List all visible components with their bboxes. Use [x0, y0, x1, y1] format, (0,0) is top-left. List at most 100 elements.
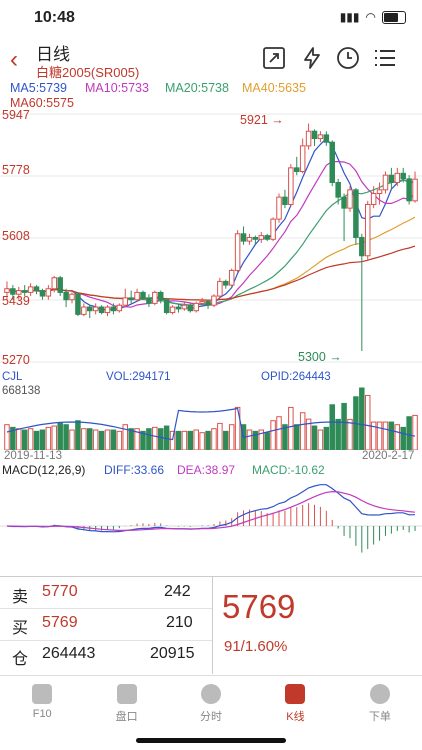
candle	[258, 235, 265, 240]
signal-icon: ▮▮▮	[339, 10, 360, 24]
candle	[187, 304, 194, 312]
buy-label: 买	[12, 620, 29, 637]
candle	[175, 306, 182, 310]
volume-bar	[193, 429, 199, 450]
price-axis-top: 5947	[2, 108, 30, 122]
buy-volume: 210	[166, 614, 193, 631]
candle	[294, 167, 300, 173]
volume-label: CJL	[2, 371, 23, 383]
candle	[110, 306, 117, 312]
document-icon	[32, 684, 53, 704]
candle	[169, 306, 176, 314]
candle	[193, 302, 199, 312]
volume-bar	[116, 430, 123, 450]
volume-bar	[223, 430, 229, 450]
tab-order[interactable]: 下单	[338, 676, 422, 736]
volume-bar	[134, 428, 140, 450]
volume-bar	[335, 418, 341, 450]
volume-bar	[75, 420, 81, 450]
buy-price[interactable]: 5769	[42, 614, 78, 631]
candle	[288, 167, 294, 205]
sell-price[interactable]: 5770	[42, 583, 78, 600]
candle	[240, 233, 247, 242]
candle	[128, 297, 134, 301]
volume-bar	[27, 428, 34, 450]
expand-icon[interactable]	[262, 46, 286, 70]
candle	[75, 293, 81, 315]
volume-bar	[157, 428, 164, 450]
candle	[27, 286, 34, 293]
last-price: 5769	[222, 588, 296, 625]
open-interest-value: OPID:264443	[261, 371, 331, 383]
candle	[335, 182, 341, 198]
menu-icon[interactable]	[373, 46, 397, 70]
volume-bar	[347, 418, 353, 450]
tab-f10[interactable]: F10	[0, 676, 84, 736]
volume-bar	[199, 432, 205, 450]
tab-timeshare[interactable]: 分时	[169, 676, 253, 736]
volume-max: 668138	[2, 385, 41, 397]
candle	[199, 301, 205, 304]
volume-bar	[317, 429, 324, 450]
price-axis-mid1: 5778	[2, 163, 30, 177]
volume-bar	[128, 428, 134, 450]
candle	[246, 236, 253, 242]
start-date: 2019-11-13	[4, 450, 62, 462]
ma60-line	[6, 245, 416, 301]
tab-bar: F10 盘口 分时 K线 下单	[0, 675, 422, 736]
candle	[81, 306, 87, 315]
price-axis-bottom: 5270	[2, 353, 30, 367]
candle	[370, 192, 377, 205]
candle	[92, 306, 99, 312]
tab-label: 下单	[368, 711, 391, 723]
price-axis-mid3: 5439	[2, 294, 30, 308]
tab-orderbook[interactable]: 盘口	[84, 676, 168, 736]
candle	[394, 172, 401, 184]
volume-bar	[169, 430, 176, 450]
orderbook-icon	[116, 684, 137, 704]
volume-bar	[370, 421, 377, 450]
macd-diff: DIFF:33.66	[104, 463, 165, 477]
candle	[252, 236, 259, 240]
volume-bar	[110, 429, 117, 450]
candle	[305, 130, 312, 147]
candle	[211, 295, 217, 306]
divider	[0, 640, 212, 641]
back-chevron-icon[interactable]: ‹	[10, 46, 18, 73]
volume-bar	[16, 428, 22, 450]
price-change: 91/1.60%	[224, 638, 288, 655]
dea-line	[6, 490, 416, 531]
candle	[406, 178, 412, 202]
candle	[364, 203, 371, 257]
volume-bar	[205, 430, 211, 450]
clock-icon[interactable]	[336, 46, 360, 70]
lightning-icon[interactable]	[300, 46, 324, 70]
volume-value: VOL:294171	[106, 371, 171, 383]
sell-label: 卖	[12, 589, 29, 606]
volume-bar	[92, 429, 99, 450]
macd-chart	[0, 484, 422, 553]
diff-line	[6, 484, 416, 533]
candle	[264, 235, 270, 240]
volume-bar	[63, 424, 69, 450]
volume-bar	[341, 402, 347, 450]
volume-bar	[252, 430, 259, 450]
candle	[412, 178, 418, 202]
low-annotation: 5300 →	[298, 350, 342, 364]
candle	[157, 291, 164, 301]
volume-bar	[288, 406, 294, 450]
battery-icon	[382, 10, 406, 24]
home-indicator	[136, 738, 286, 743]
candle	[234, 233, 241, 271]
candle	[217, 280, 223, 297]
volume-chart	[4, 387, 418, 450]
volume-bar	[323, 426, 330, 450]
tab-label: K线	[286, 711, 305, 723]
candlestick-chart[interactable]	[0, 108, 422, 370]
candle	[323, 134, 330, 143]
candle	[122, 297, 128, 306]
ma40-label: MA40:5635	[242, 81, 306, 95]
tab-kline[interactable]: K线	[253, 676, 337, 736]
candle	[329, 141, 335, 184]
candle	[311, 130, 318, 140]
